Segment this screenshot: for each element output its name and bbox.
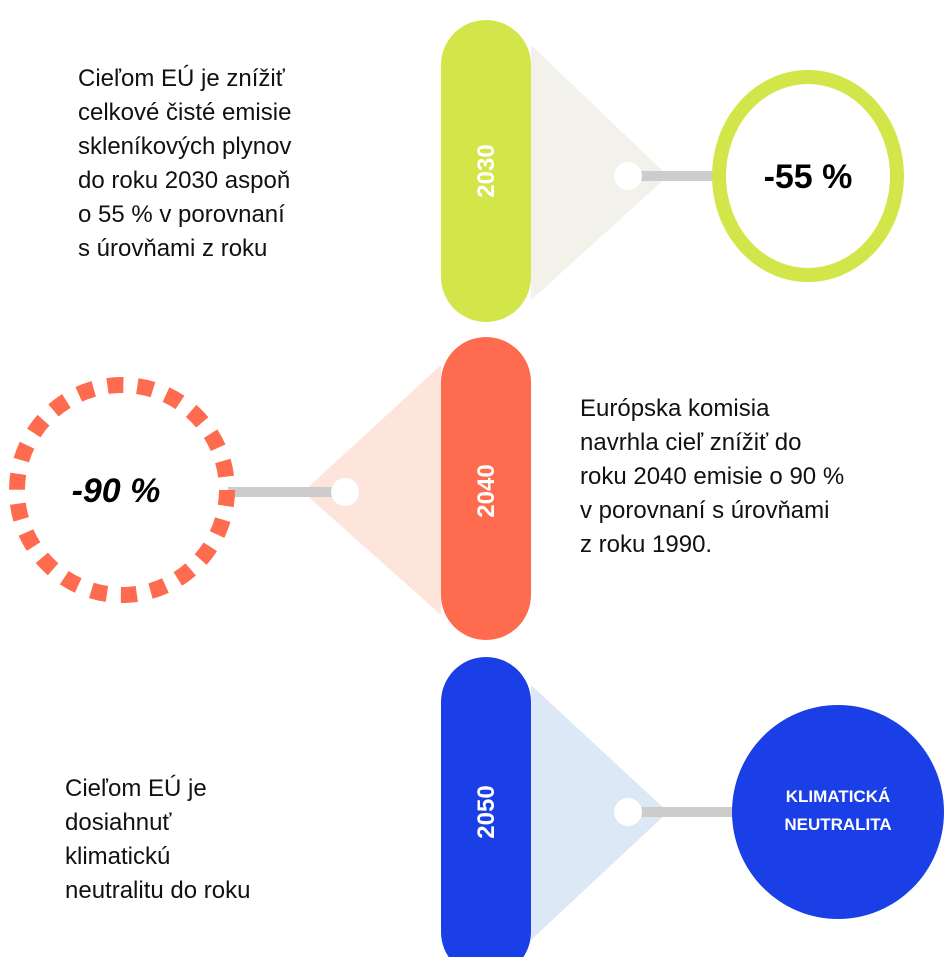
badge: NEUTRALITA xyxy=(784,815,891,834)
paragraph-line: celkové čisté emisie xyxy=(78,99,291,126)
year: 2030 xyxy=(473,144,500,197)
year: 2040 xyxy=(473,464,500,517)
paragraph: Európska komisia navrhla cieľ znížiť do ro… xyxy=(580,395,844,558)
pill xyxy=(441,337,531,640)
paragraph-line: skleníkových plynov xyxy=(78,133,291,160)
paragraph-line: neutralitu do roku xyxy=(65,877,250,904)
badge-disc xyxy=(732,705,944,919)
paragraph-line: Cieľom EÚ je znížiť xyxy=(78,65,286,92)
year: 2050 xyxy=(473,785,500,838)
badge: -55 % xyxy=(764,158,853,196)
shade xyxy=(531,685,668,940)
shade xyxy=(303,365,441,615)
pill xyxy=(441,20,531,322)
paragraph-line: klimatickú xyxy=(65,843,170,870)
paragraph-line: s úrovňami z roku xyxy=(78,235,267,262)
dot xyxy=(614,162,642,190)
paragraph-line: dosiahnuť xyxy=(65,809,172,836)
paragraph-line: Európska komisia xyxy=(580,395,770,422)
badge: -90 % xyxy=(72,472,161,510)
dot xyxy=(331,478,359,506)
paragraph: Cieľom EÚ je dosiahnuť klimatickú neutralit… xyxy=(65,775,250,904)
badge: KLIMATICKÁ xyxy=(786,787,891,806)
paragraph-line: Cieľom EÚ je xyxy=(65,775,207,802)
paragraph-line: z roku 1990. xyxy=(580,531,712,558)
paragraph-line: do roku 2030 aspoň xyxy=(78,167,290,194)
pill xyxy=(441,657,531,957)
paragraph: Cieľom EÚ je znížiť celkové čisté emisie s… xyxy=(78,65,291,262)
paragraph-line: navrhla cieľ znížiť do xyxy=(580,429,801,456)
badge-ring xyxy=(9,377,235,603)
badge-ring xyxy=(712,70,904,282)
shade xyxy=(531,45,668,300)
paragraph-line: o 55 % v porovnaní xyxy=(78,201,285,228)
paragraph-line: roku 2040 emisie o 90 % xyxy=(580,463,844,490)
paragraph-line: v porovnaní s úrovňami xyxy=(580,497,829,524)
dot xyxy=(614,798,642,826)
